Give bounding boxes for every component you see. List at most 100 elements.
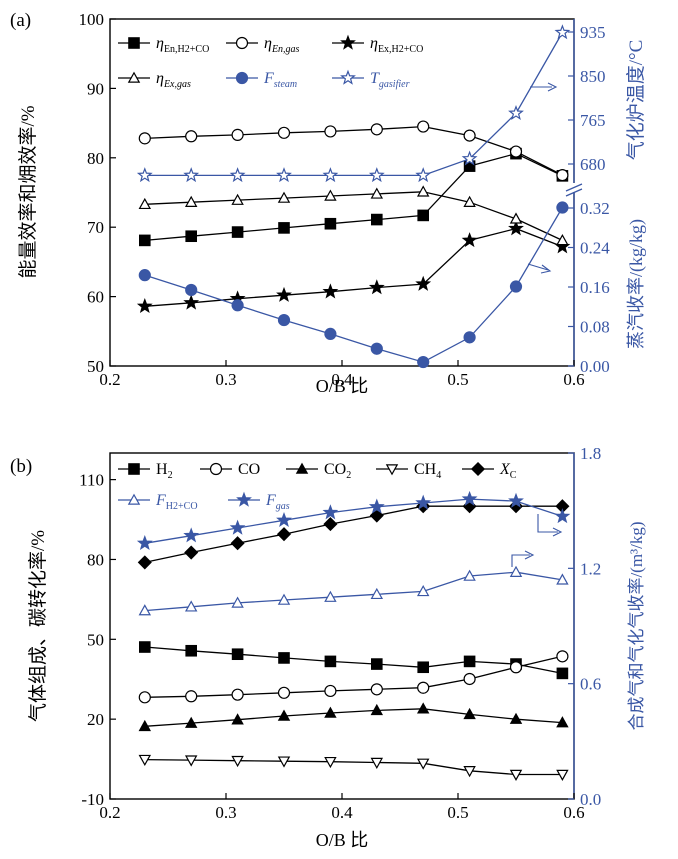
data-point-sb1-2: [231, 688, 244, 701]
data-point-sb2-3: [277, 709, 291, 721]
data-point-sb5-1: [184, 600, 198, 612]
data-point-sb3-4: [324, 756, 337, 769]
data-point-sb3-0: [138, 754, 152, 767]
data-point-sb2-0: [138, 719, 152, 732]
y2-tick-label-b-2: 1.2: [580, 559, 601, 578]
data-point-sb0-5: [371, 658, 383, 670]
data-point-sa4-0: [138, 269, 151, 282]
callout-arrow-gas: [537, 514, 558, 533]
series-line-b2: [144, 708, 563, 727]
panel-b: (b) 0.2 0.3 0.4 0.5 0.6-102050801100.00.61.2…: [10, 444, 646, 850]
data-point-sa5-3: [276, 167, 292, 183]
y-axis-label-a: 能量效率和㶲效率/%: [17, 105, 39, 278]
data-point-sb2-7: [463, 707, 476, 720]
data-point-sb3-3: [277, 756, 291, 768]
legend-label-b4: XC: [499, 461, 517, 481]
callout-arrowhead-steam: [540, 264, 552, 274]
data-point-sa4-4: [324, 327, 337, 341]
x-tick-label-b-3: 0.5: [447, 803, 468, 822]
data-point-sa0-5: [371, 213, 383, 226]
legend-marker-b2: [295, 462, 309, 474]
data-point-sb2-9: [556, 716, 569, 728]
y2-bottom-tick-label-a-1: 0.08: [580, 318, 610, 337]
legend-marker-a5: [340, 69, 356, 85]
data-point-sb3-9: [556, 769, 569, 781]
plot-area-a: [109, 18, 575, 367]
data-point-sa5-7: [461, 150, 478, 166]
axis-break-mark-a1: [565, 183, 583, 192]
series-line-b3: [144, 758, 563, 776]
x-tick-label-a-3: 0.5: [447, 370, 468, 389]
callout-arrow-syngas: [511, 554, 530, 567]
data-point-sa2-7: [461, 232, 478, 248]
data-point-sb6-5: [368, 498, 385, 514]
data-point-sb3-5: [370, 757, 384, 769]
data-point-sb5-4: [324, 590, 337, 602]
legend-label-a5: Tgasifier: [370, 70, 410, 90]
series-line-b0: [144, 646, 563, 675]
series-line-b1: [144, 655, 563, 698]
data-point-sb2-2: [231, 713, 244, 725]
data-point-sa5-0: [136, 167, 153, 183]
data-point-sb4-2: [230, 536, 245, 551]
data-point-sa5-2: [229, 167, 246, 183]
data-point-sa5-4: [322, 167, 339, 183]
data-point-sa2-0: [136, 298, 153, 314]
panel-label-b: (b): [10, 456, 32, 477]
series-line-a1: [144, 125, 563, 176]
x-tick-label-a-4: 0.6: [563, 370, 584, 389]
series-line-a5: [144, 32, 563, 177]
data-point-sb0-2: [231, 648, 244, 661]
data-point-sb1-1: [185, 690, 198, 703]
series-line-a3: [144, 191, 563, 241]
data-point-sa3-5: [370, 187, 384, 199]
x-tick-label-b-0: 0.2: [99, 803, 120, 822]
legend-marker-a2: [340, 34, 356, 50]
data-point-sa5-9: [554, 24, 571, 40]
data-point-sa0-3: [278, 222, 290, 234]
legend-marker-b3: [385, 464, 399, 476]
x-tick-label-b-4: 0.6: [563, 803, 584, 822]
y-tick-label-b-1: 20: [87, 710, 104, 729]
data-point-sa1-5: [370, 123, 383, 136]
data-point-sa4-8: [509, 280, 523, 293]
y2-bottom-tick-label-a-4: 0.32: [580, 199, 610, 218]
data-point-sa1-0: [138, 132, 151, 145]
data-point-sb5-0: [138, 604, 152, 616]
data-point-sb3-7: [463, 766, 476, 778]
legend-label-a4: Fsteam: [263, 70, 297, 90]
data-point-sb0-3: [278, 652, 290, 664]
legend-label-b0: H2: [156, 461, 173, 481]
data-point-sa2-8: [508, 220, 524, 236]
legend-label-b3: CH4: [414, 461, 441, 481]
callout-arrow-steam: [527, 263, 549, 271]
y-tick-label-a-4: 90: [87, 79, 104, 98]
data-point-sb6-9: [554, 508, 571, 524]
data-point-sb0-7: [463, 655, 476, 668]
data-point-sb1-5: [370, 683, 383, 696]
y-tick-label-b-2: 50: [87, 630, 104, 649]
data-point-sa4-5: [370, 342, 383, 355]
data-point-sa3-0: [138, 197, 152, 210]
y-tick-label-b-0: -10: [81, 790, 104, 809]
data-point-sa0-6: [417, 209, 429, 222]
data-point-sb6-7: [461, 490, 478, 506]
x-tick-label-a-0: 0.2: [99, 370, 120, 389]
data-point-sa2-3: [276, 286, 292, 302]
y2-tick-label-b-3: 1.8: [580, 444, 601, 463]
data-point-sa5-5: [368, 167, 385, 183]
data-point-sa1-3: [277, 126, 291, 139]
axis-break-mark-a2: [565, 188, 583, 197]
legend-marker-b6: [236, 491, 252, 507]
y-axis-label-b: 气体组成、碳转化率/%: [27, 530, 49, 722]
data-point-sa0-4: [324, 217, 337, 230]
legend-label-a0: ηEn,H2+CO: [156, 35, 209, 55]
data-point-sb1-7: [463, 672, 476, 686]
data-point-sa2-1: [183, 294, 200, 310]
data-point-sa4-9: [556, 201, 569, 214]
data-point-sb6-3: [276, 511, 292, 528]
y-tick-label-a-3: 80: [87, 149, 104, 168]
data-point-sa3-3: [277, 191, 291, 203]
data-point-sb3-2: [231, 755, 244, 768]
legend-marker-a1: [235, 36, 249, 50]
